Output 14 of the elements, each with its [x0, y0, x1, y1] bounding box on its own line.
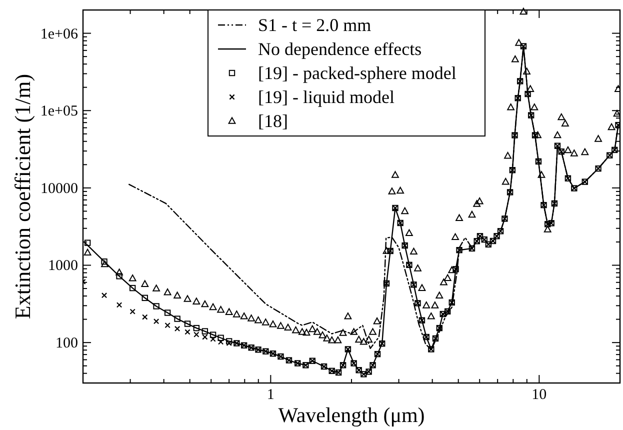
legend-label: No dependence effects	[258, 39, 422, 59]
legend-label: S1 - t = 2.0 mm	[258, 15, 372, 35]
legend-label: [18]	[258, 111, 288, 131]
y-tick-label: 1e+06	[40, 26, 78, 42]
x-axis-title: Wavelength (μm)	[278, 403, 425, 427]
x-tick-label: 10	[532, 387, 547, 403]
legend-label: [19] - liquid model	[258, 87, 394, 107]
y-tick-label: 1000	[48, 258, 78, 274]
y-axis-title: Extinction coefficient (1/m)	[10, 74, 35, 320]
y-tick-label: 100	[56, 336, 78, 352]
x-tick-label: 1	[266, 387, 274, 403]
y-tick-label: 10000	[40, 180, 78, 197]
legend-label: [19] - packed-sphere model	[258, 63, 456, 83]
y-tick-label: 1e+05	[40, 104, 78, 120]
